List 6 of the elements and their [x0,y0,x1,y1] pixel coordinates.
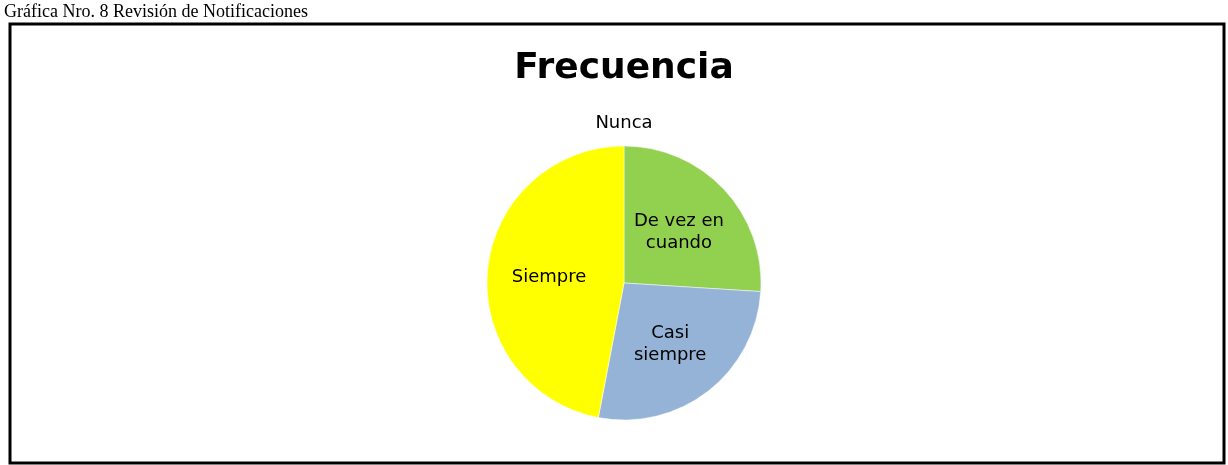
slice-label: De vez en cuando [633,209,724,253]
chart-title: Frecuencia [514,45,734,86]
slice-label: Siempre [511,264,587,286]
slice-label: Casi siempre [633,320,707,364]
text: Gráfica Nro. 8 Revisión de Notificaciones [4,1,308,21]
category-label: Nunca [595,111,653,132]
